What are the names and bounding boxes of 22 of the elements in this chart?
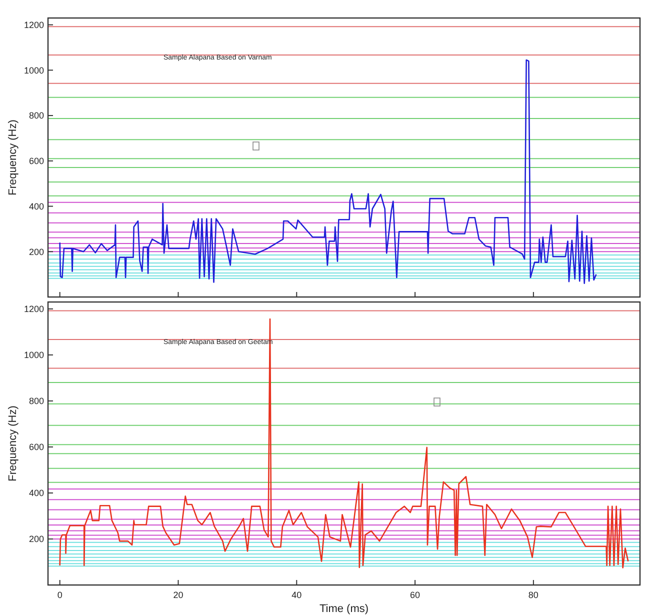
line-series	[59, 318, 629, 568]
x-tick-label: 20	[173, 590, 184, 600]
x-tick-label: 40	[292, 590, 302, 600]
x-tick-label: 60	[410, 590, 420, 600]
y-tick-label: 1200	[24, 20, 44, 30]
x-tick-label: 80	[528, 590, 538, 600]
y-tick-label: 600	[28, 156, 44, 166]
x-axis-title: Time (ms)	[319, 603, 369, 615]
line-series	[59, 59, 597, 284]
y-tick-label: 800	[28, 396, 44, 406]
y-axis-title: Frequency (Hz)	[7, 406, 19, 482]
y-tick-label: 1000	[24, 350, 44, 360]
y-tick-label: 200	[28, 246, 44, 257]
y-tick-label: 400	[28, 201, 44, 212]
y-axis-title: Frequency (Hz)	[7, 120, 19, 196]
y-tick-label: 1200	[24, 304, 44, 314]
y-tick-label: 800	[28, 110, 44, 121]
y-tick-label: 200	[28, 534, 44, 544]
x-tick-label: 0	[57, 590, 62, 600]
y-tick-label: 400	[28, 488, 44, 498]
y-tick-label: 600	[28, 442, 44, 452]
y-tick-label: 1000	[24, 65, 44, 76]
